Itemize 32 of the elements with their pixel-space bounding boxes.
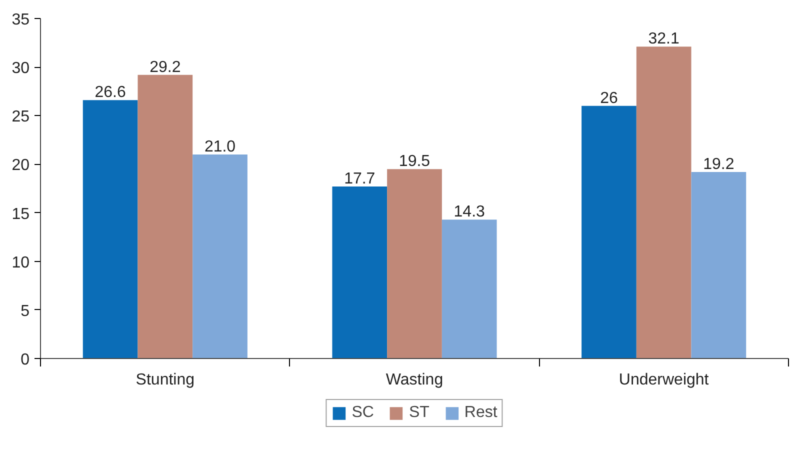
data-label: 32.1 bbox=[648, 30, 680, 48]
legend-label: SC bbox=[352, 404, 374, 422]
y-tick-label: 5 bbox=[20, 302, 30, 320]
bar bbox=[332, 186, 388, 358]
data-label: 19.2 bbox=[703, 156, 734, 173]
y-tick-label: 20 bbox=[12, 157, 30, 174]
data-label: 26 bbox=[600, 90, 618, 107]
data-label: 26.6 bbox=[94, 84, 126, 102]
bar bbox=[691, 172, 746, 358]
data-label: 29.2 bbox=[150, 58, 181, 76]
bar bbox=[442, 220, 497, 358]
data-label: 19.5 bbox=[398, 153, 430, 170]
x-tick-label: Wasting bbox=[386, 372, 444, 388]
legend-label: Rest bbox=[464, 404, 498, 422]
bar bbox=[636, 46, 692, 358]
bar bbox=[192, 154, 248, 358]
bar bbox=[82, 100, 138, 358]
x-tick-label: Underweight bbox=[618, 372, 710, 388]
x-tick-label: Stunting bbox=[136, 372, 195, 388]
y-tick-label: 10 bbox=[12, 254, 30, 272]
y-tick-label: 0 bbox=[20, 352, 30, 368]
data-label: 14.3 bbox=[454, 204, 486, 221]
y-tick-label: 30 bbox=[12, 60, 30, 78]
data-label: 21.0 bbox=[204, 138, 236, 156]
bar bbox=[387, 169, 442, 358]
bar bbox=[138, 74, 193, 358]
legend-label: ST bbox=[408, 404, 430, 422]
bar bbox=[582, 106, 636, 358]
y-tick-label: 15 bbox=[12, 206, 30, 223]
y-tick-label: 25 bbox=[12, 108, 30, 126]
data-label: 17.7 bbox=[344, 170, 376, 188]
y-tick-label: 35 bbox=[12, 12, 30, 28]
